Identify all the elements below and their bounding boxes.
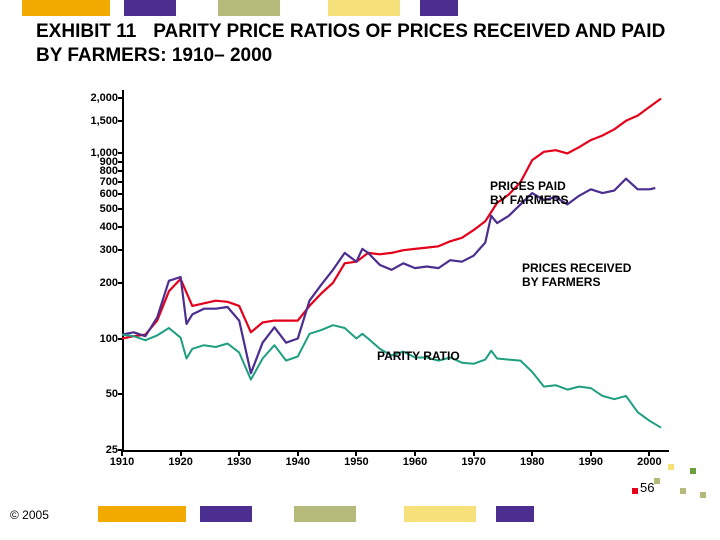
series-label-prices_received: PRICES RECEIVED BY FARMERS [522,262,631,290]
decorative-top-bar [0,0,720,16]
y-tick-label: 400 [82,221,118,233]
series-label-parity_ratio: PARITY RATIO [377,350,460,364]
y-tick-label: 50 [82,388,118,400]
x-tick-label: 1930 [219,456,259,468]
decorative-bottom-bar [0,506,720,522]
y-tick-label: 700 [82,176,118,188]
y-tick-label: 1,000 [82,147,118,159]
page-number: 56 [640,480,654,495]
y-tick-label: 500 [82,203,118,215]
chart: INDEX OF PRICES (1910–14 prices = 100); … [62,80,677,485]
x-tick-label: 1950 [336,456,376,468]
x-tick-label: 1920 [161,456,201,468]
exhibit-number: EXHIBIT 11 [36,20,148,44]
y-tick-label: 200 [82,277,118,289]
x-tick-label: 1960 [395,456,435,468]
series-prices_paid [122,99,661,339]
y-tick-label: 100 [82,333,118,345]
series-label-prices_paid: PRICES PAID BY FARMERS [490,180,568,208]
x-tick-label: 1940 [278,456,318,468]
y-tick-label: 1,500 [82,115,118,127]
decorative-dots [620,462,710,502]
y-tick-label: 300 [82,244,118,256]
copyright: © 2005 [10,508,49,522]
exhibit-title: EXHIBIT 11 PARITY PRICE RATIOS OF PRICES… [36,20,696,68]
series-parity_ratio [122,325,661,428]
y-tick-label: 2,000 [82,92,118,104]
x-tick-label: 1910 [102,456,142,468]
x-tick-label: 1980 [512,456,552,468]
x-tick-label: 1990 [571,456,611,468]
y-tick-label: 600 [82,188,118,200]
x-tick-label: 1970 [454,456,494,468]
y-tick-label: 25 [82,444,118,456]
